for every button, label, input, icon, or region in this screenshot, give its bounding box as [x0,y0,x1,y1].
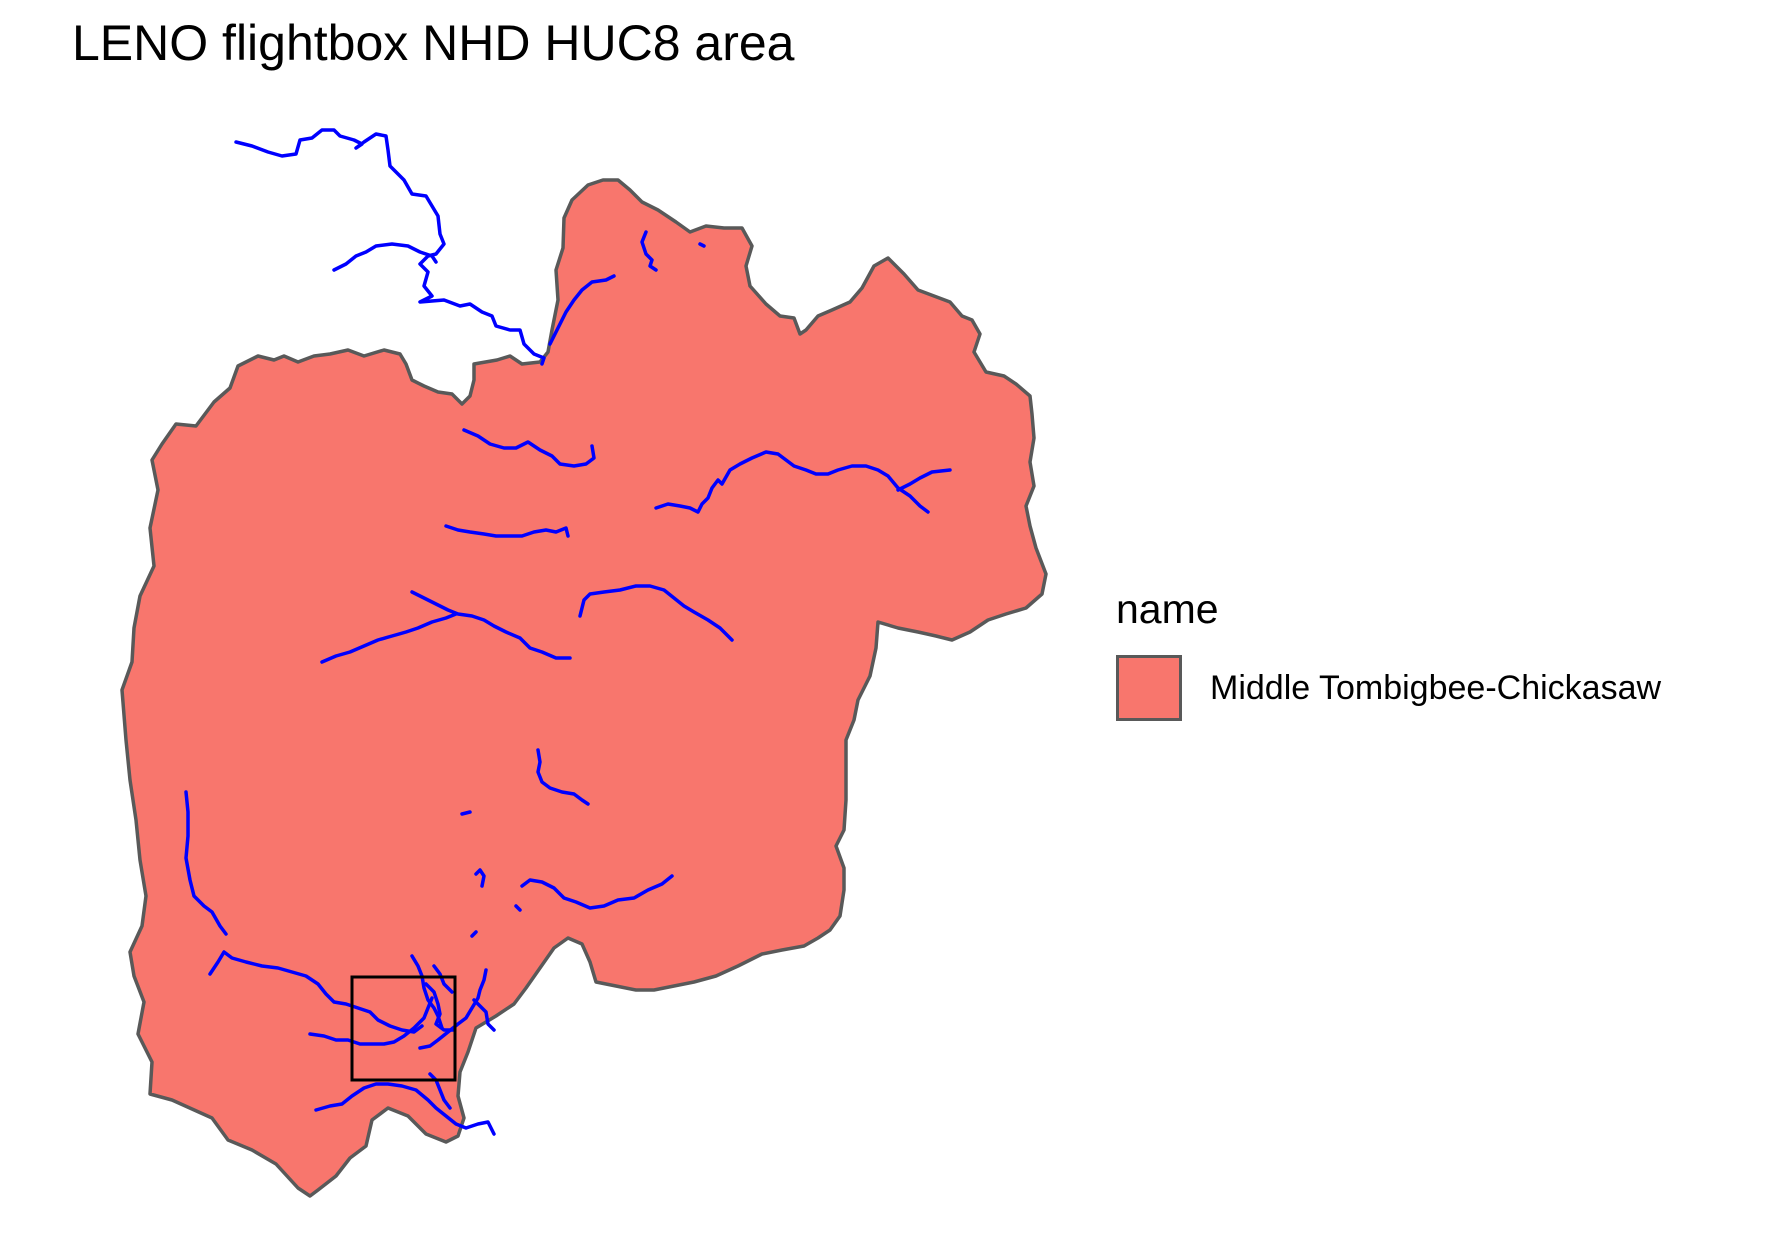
flowline-4b [320,612,458,664]
flowline-6 [536,748,590,806]
flowline-north-main [234,128,546,366]
flowline-11 [514,904,522,912]
flowline-n-lobe-3 [698,242,706,248]
flowline-13 [208,950,424,1034]
flowline-10 [470,930,478,938]
map-title: LENO flightbox NHD HUC8 area [72,15,795,71]
flowline-14 [308,996,434,1046]
flowline-2b [896,468,952,492]
flowline-18 [472,998,496,1032]
nhd-flowlines [184,128,952,1136]
flowline-7 [460,810,472,816]
flowline-12 [184,790,228,936]
flowline-20 [314,1082,496,1136]
legend-label: Middle Tombigbee-Chickasaw [1210,668,1662,707]
flowline-15 [410,954,444,1030]
flightbox-rectangle[interactable] [350,975,457,1082]
flowline-9 [520,874,674,910]
flowline-n-lobe-2 [640,230,658,272]
flowline-8 [474,868,486,888]
legend-item: Middle Tombigbee-Chickasaw [1116,655,1661,721]
flowline-1 [462,428,596,468]
legend-title: name [1116,586,1219,632]
flowline-n-lobe-1 [548,274,616,346]
huc8-polygon-middle-tombigbee-chickasaw[interactable] [120,178,1048,1198]
flowline-5 [578,584,734,642]
flowline-2 [654,450,930,514]
legend: name Middle Tombigbee-Chickasaw [1116,586,1661,721]
flowline-17 [418,968,488,1050]
flowline-4 [410,590,572,660]
flowline-16 [424,982,456,1032]
flowline-19 [432,964,454,994]
legend-key-swatch [1116,655,1182,721]
flowline-21 [428,1072,452,1110]
flowline-north-trib [332,242,438,272]
flowline-3 [444,524,570,538]
